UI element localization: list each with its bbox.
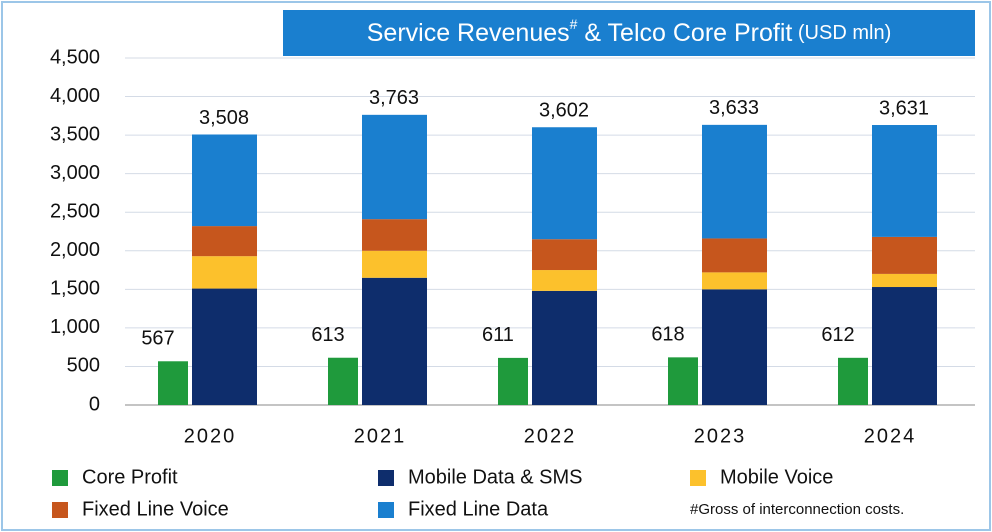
y-tick-label: 2,000	[50, 239, 100, 261]
total-label: 3,508	[199, 107, 249, 129]
revenue-segment	[192, 134, 257, 227]
revenue-segment	[362, 219, 427, 251]
y-tick-label: 1,000	[50, 316, 100, 338]
x-tick-label: 2022	[524, 425, 577, 447]
y-tick-label: 4,000	[50, 85, 100, 107]
profit-bar	[668, 357, 698, 405]
profit-bar	[498, 357, 528, 405]
revenue-segment	[362, 250, 427, 278]
revenue-segment	[192, 288, 257, 405]
total-label: 3,763	[369, 87, 419, 109]
x-tick-label: 2023	[694, 425, 747, 447]
footnote: #Gross of interconnection costs.	[690, 501, 904, 518]
y-tick-label: 3,000	[50, 162, 100, 184]
x-tick-label: 2021	[354, 425, 407, 447]
title-box	[283, 10, 975, 56]
legend-swatch	[378, 470, 394, 486]
total-label: 3,602	[539, 100, 589, 122]
legend-label: Mobile Data & SMS	[408, 466, 583, 488]
y-tick-label: 4,500	[50, 46, 100, 68]
x-tick-label: 2024	[864, 425, 917, 447]
legend-label: Fixed Line Voice	[82, 498, 229, 520]
revenue-segment	[702, 272, 767, 290]
data-label: 618	[651, 324, 684, 346]
legend-swatch	[52, 470, 68, 486]
x-tick-label: 2020	[184, 425, 237, 447]
y-tick-label: 2,500	[50, 201, 100, 223]
title-part: Service Revenues	[367, 19, 570, 47]
legend-swatch	[52, 502, 68, 518]
y-tick-label: 500	[67, 355, 100, 377]
legend-label: Mobile Voice	[720, 466, 833, 488]
data-label: 567	[141, 328, 174, 350]
revenue-segment	[532, 239, 597, 271]
revenue-segment	[362, 114, 427, 220]
total-label: 3,631	[879, 97, 929, 119]
revenue-segment	[702, 124, 767, 239]
legend-label: Core Profit	[82, 466, 178, 488]
revenue-segment	[702, 238, 767, 273]
y-tick-label: 3,500	[50, 123, 100, 145]
y-tick-label: 1,500	[50, 278, 100, 300]
profit-bar	[158, 361, 188, 405]
revenue-segment	[532, 290, 597, 405]
data-label: 613	[311, 324, 344, 346]
y-tick-label: 0	[89, 393, 100, 415]
revenue-segment	[872, 287, 937, 405]
legend-swatch	[378, 502, 394, 518]
revenue-segment	[872, 273, 937, 288]
profit-bar	[838, 357, 868, 405]
revenue-segment	[872, 236, 937, 274]
revenue-segment	[192, 256, 257, 289]
title-part: (USD mln)	[792, 22, 891, 44]
data-label: 611	[482, 324, 514, 346]
title-part: #	[570, 16, 578, 32]
total-label: 3,633	[709, 97, 759, 119]
revenue-segment	[532, 127, 597, 240]
revenue-segment	[532, 270, 597, 291]
legend-label: Fixed Line Data	[408, 498, 549, 520]
revenue-segment	[872, 125, 937, 237]
legend-swatch	[690, 470, 706, 486]
chart-title: Service Revenues# & Telco Core Profit (U…	[367, 16, 891, 47]
profit-bar	[328, 357, 358, 405]
title-part: & Telco Core Profit	[577, 19, 792, 47]
revenue-segment	[702, 289, 767, 405]
revenue-segment	[192, 226, 257, 257]
revenue-segment	[362, 277, 427, 405]
data-label: 612	[821, 324, 854, 346]
